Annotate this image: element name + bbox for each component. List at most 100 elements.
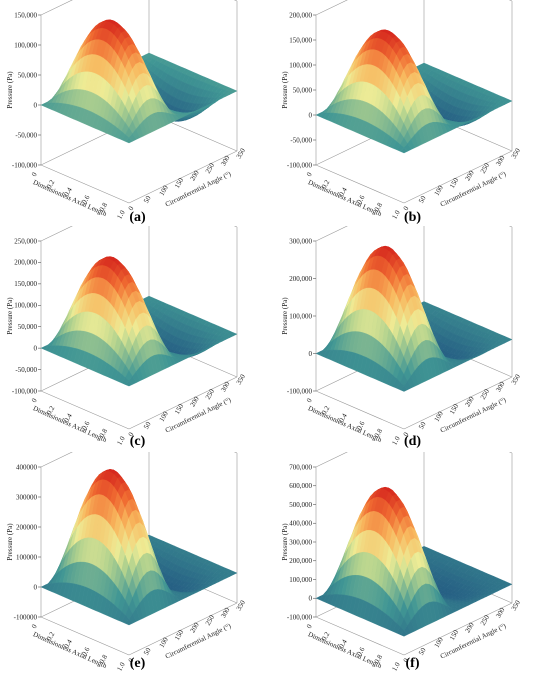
x-tick-label: 0 bbox=[30, 397, 39, 404]
y-tick-label: 300 bbox=[219, 154, 231, 168]
y-tick-label: 150 bbox=[173, 402, 185, 416]
z-axis-label: Pressure (Pa) bbox=[281, 71, 289, 109]
left-top-edge bbox=[316, 226, 424, 241]
x-tick-label: 0 bbox=[30, 171, 39, 178]
z-tick-label: 200,000 bbox=[289, 275, 312, 283]
x-tick-label: 0 bbox=[305, 623, 314, 630]
z-tick-label: 100,000 bbox=[14, 41, 37, 49]
y-tick-label: 250 bbox=[204, 387, 216, 401]
y-tick-label: 150 bbox=[173, 628, 185, 642]
z-tick-label: 300000 bbox=[16, 493, 38, 501]
z-tick-label: 0 bbox=[309, 111, 313, 119]
y-tick-label: 100 bbox=[433, 636, 445, 650]
left-top-edge bbox=[316, 452, 424, 467]
y-tick-label: 100 bbox=[158, 636, 170, 650]
y-tick-label: 350 bbox=[510, 598, 522, 612]
back-top-edge bbox=[424, 226, 512, 227]
y-tick-label: 200 bbox=[189, 621, 201, 635]
surface-d bbox=[316, 246, 512, 391]
z-tick-label: 150,000 bbox=[14, 11, 37, 19]
left-top-edge bbox=[41, 226, 149, 241]
z-tick-label: 200,000 bbox=[289, 11, 312, 19]
y-tick-label: 300 bbox=[494, 606, 506, 620]
z-tick-label: 0 bbox=[34, 101, 38, 109]
z-tick-label: 600,000 bbox=[289, 482, 312, 490]
surface-e bbox=[41, 469, 237, 625]
surface-chart-b: -100,000-50,000050,000100,000150,000200,… bbox=[275, 0, 550, 225]
z-axis-label: Pressure (Pa) bbox=[6, 71, 14, 109]
y-tick-label: 300 bbox=[494, 154, 506, 168]
z-axis-label: Pressure (Pa) bbox=[6, 297, 14, 335]
y-tick-label: 200 bbox=[189, 169, 201, 183]
caption-a: (a) bbox=[0, 210, 275, 226]
surface-chart-c: -100,000-50,000050,000100,000150,000200,… bbox=[0, 226, 275, 451]
x-tick-label: 0 bbox=[30, 623, 39, 630]
caption-c: (c) bbox=[0, 434, 275, 450]
z-tick-label: 0 bbox=[309, 595, 313, 603]
y-tick-label: 150 bbox=[173, 176, 185, 190]
caption-d: (d) bbox=[275, 434, 550, 450]
z-tick-label: 0 bbox=[34, 583, 38, 591]
z-tick-label: 150,000 bbox=[289, 36, 312, 44]
y-tick-label: 250 bbox=[479, 161, 491, 175]
y-tick-label: 150 bbox=[448, 176, 460, 190]
y-tick-label: 300 bbox=[219, 606, 231, 620]
surface-chart-f: -100,0000100,000200,000300,000400,000500… bbox=[275, 452, 550, 677]
z-tick-label: 50,000 bbox=[18, 71, 38, 79]
z-tick-label: 100,000 bbox=[14, 302, 37, 310]
z-tick-label: -50,000 bbox=[290, 136, 312, 144]
back-top-edge bbox=[424, 452, 512, 453]
caption-f: (f) bbox=[275, 656, 550, 672]
y-tick-label: 100 bbox=[433, 184, 445, 198]
y-tick-label: 200 bbox=[464, 169, 476, 183]
surface-b bbox=[316, 30, 512, 153]
back-top-edge bbox=[149, 226, 237, 227]
z-tick-label: 100,000 bbox=[289, 576, 312, 584]
left-top-edge bbox=[41, 452, 149, 467]
y-tick-label: 350 bbox=[510, 146, 522, 160]
surface-f bbox=[316, 487, 512, 636]
z-tick-label: 200000 bbox=[16, 523, 38, 531]
left-top-edge bbox=[41, 0, 149, 15]
y-tick-label: 350 bbox=[235, 372, 247, 386]
y-tick-label: 250 bbox=[204, 161, 216, 175]
y-tick-label: 300 bbox=[494, 380, 506, 394]
surface-a bbox=[41, 20, 237, 143]
y-tick-label: 100 bbox=[433, 410, 445, 424]
z-tick-label: 400,000 bbox=[289, 520, 312, 528]
z-tick-label: -100,000 bbox=[287, 161, 313, 169]
y-tick-label: 300 bbox=[219, 380, 231, 394]
z-tick-label: 0 bbox=[34, 344, 38, 352]
y-tick-label: 350 bbox=[235, 598, 247, 612]
back-top-edge bbox=[424, 0, 512, 1]
y-tick-label: 150 bbox=[448, 402, 460, 416]
z-tick-label: 100000 bbox=[16, 553, 38, 561]
z-tick-label: -100,000 bbox=[287, 613, 313, 621]
z-tick-label: 100,000 bbox=[289, 312, 312, 320]
z-tick-label: 200,000 bbox=[14, 259, 37, 267]
z-tick-label: 400000 bbox=[16, 463, 38, 471]
y-tick-label: 350 bbox=[510, 372, 522, 386]
z-tick-label: 500,000 bbox=[289, 501, 312, 509]
z-ticks-b: -100,000-50,000050,000100,000150,000200,… bbox=[287, 11, 316, 169]
x-tick-label: 0 bbox=[305, 171, 314, 178]
z-axis-label: Pressure (Pa) bbox=[281, 523, 289, 561]
back-top-edge bbox=[149, 452, 237, 453]
z-tick-label: -100,000 bbox=[12, 387, 38, 395]
z-tick-label: 150,000 bbox=[14, 280, 37, 288]
y-tick-label: 250 bbox=[204, 613, 216, 627]
surface-c bbox=[41, 257, 237, 387]
caption-e: (e) bbox=[0, 656, 275, 672]
y-tick-label: 100 bbox=[158, 410, 170, 424]
z-tick-label: -100,000 bbox=[12, 161, 38, 169]
z-tick-label: 0 bbox=[309, 350, 313, 358]
